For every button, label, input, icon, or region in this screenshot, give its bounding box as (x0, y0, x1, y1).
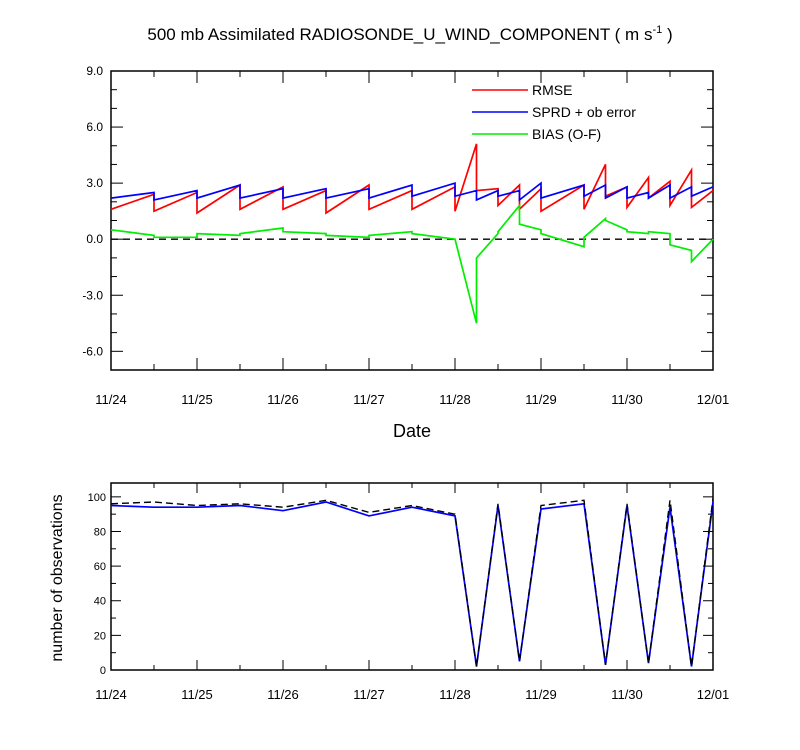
y-tick-label: 60 (94, 561, 106, 573)
x-tick-label: 11/27 (353, 392, 385, 407)
x-tick-label: 11/29 (525, 687, 557, 702)
y-tick-label: 9.0 (86, 64, 103, 78)
chart-title-superscript: -1 (652, 24, 662, 36)
series-line-rmse (110, 143, 714, 215)
x-tick-label: 11/28 (439, 392, 471, 407)
series-line-assimilated (110, 501, 714, 667)
series-line-total (110, 498, 714, 667)
x-tick-label: 11/26 (267, 392, 299, 407)
x-tick-label: 11/29 (525, 392, 557, 407)
x-tick-label: 12/01 (697, 392, 730, 407)
plot-frame (110, 482, 714, 671)
y-tick-label: 20 (94, 630, 106, 642)
x-tick-label: 11/30 (611, 392, 643, 407)
y-tick-label: 0.0 (86, 232, 103, 246)
y-tick-label: -3.0 (82, 288, 103, 302)
series-line-bias-o-f (110, 203, 714, 324)
x-tick-label: 11/28 (439, 687, 471, 702)
x-tick-label: 11/24 (95, 687, 127, 702)
chart-title-end: ) (662, 25, 672, 44)
legend-label-rmse: RMSE (532, 82, 572, 98)
y-tick-label: 3.0 (86, 176, 103, 190)
x-axis-label: Date (393, 421, 431, 441)
x-tick-label: 11/25 (181, 392, 213, 407)
y-tick-label: 100 (88, 492, 106, 504)
chart-title: 500 mb Assimilated RADIOSONDE_U_WIND_COM… (147, 24, 672, 44)
y-tick-label: 0 (100, 665, 106, 677)
legend: RMSE SPRD + ob error BIAS (O-F) (472, 82, 636, 142)
legend-label-sprd: SPRD + ob error (532, 104, 636, 120)
series-line-sprd-ob-error (110, 181, 714, 202)
x-tick-label: 11/30 (611, 687, 643, 702)
legend-label-bias: BIAS (O-F) (532, 126, 601, 142)
y-tick-label: 40 (94, 596, 106, 608)
x-tick-label: 11/27 (353, 687, 385, 702)
y-tick-label: -6.0 (82, 344, 103, 358)
y-tick-label: 80 (94, 526, 106, 538)
chart-title-main: 500 mb Assimilated RADIOSONDE_U_WIND_COM… (147, 25, 652, 44)
y-axis-label-observations: number of observations (49, 494, 66, 661)
observations-chart-panel: 0 20 40 60 80 100 11/24 11/25 11/26 11/27 11/28 11/… (88, 482, 730, 702)
x-tick-label: 11/25 (181, 687, 213, 702)
y-tick-label: 6.0 (86, 120, 103, 134)
main-chart-panel: 9.0 6.0 3.0 0.0 -3.0 -6.0 11/24 11/25 11/26 11/27… (82, 64, 729, 407)
x-tick-label: 11/26 (267, 687, 299, 702)
x-tick-label: 11/24 (95, 392, 127, 407)
x-tick-label: 12/01 (697, 687, 730, 702)
